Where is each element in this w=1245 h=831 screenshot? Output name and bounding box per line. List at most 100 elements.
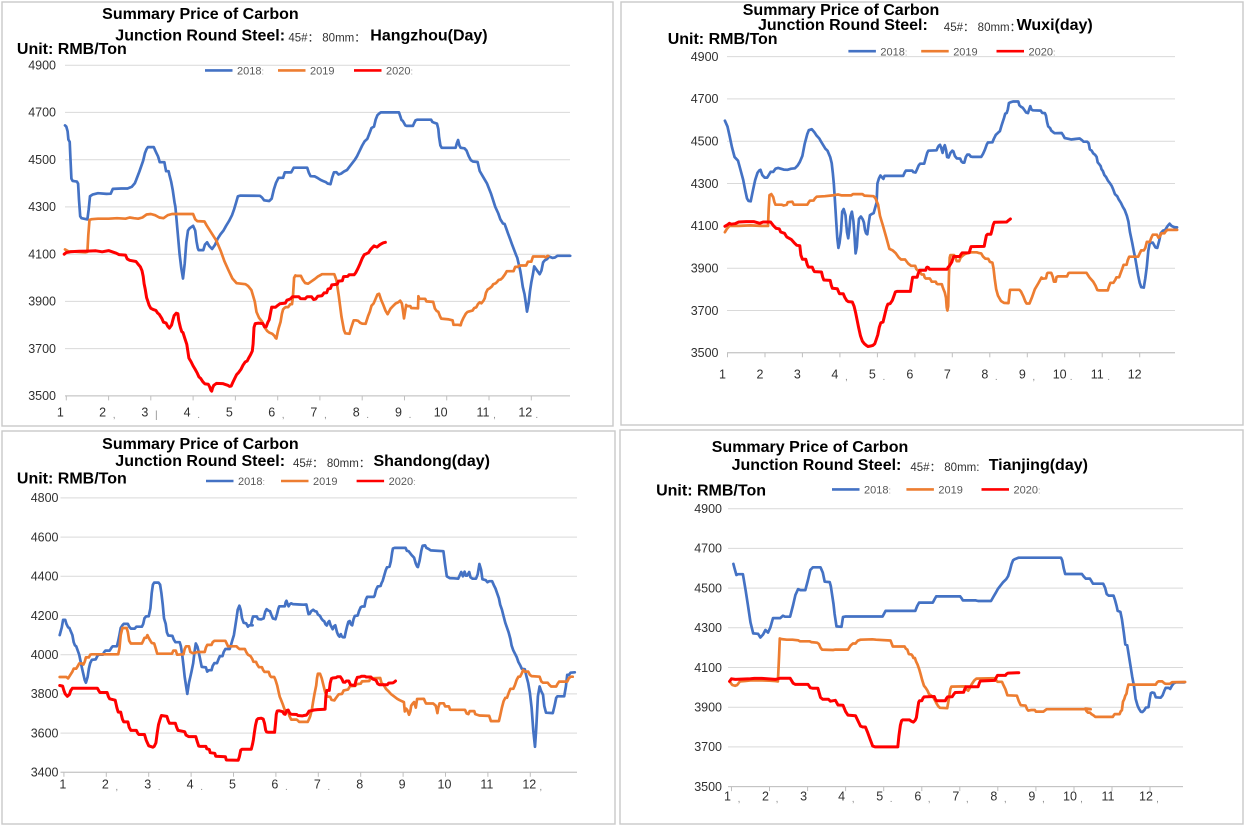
svg-text:3800: 3800 [31, 687, 59, 701]
svg-text:,: , [493, 410, 496, 421]
svg-text:,: , [845, 372, 848, 383]
svg-text:2: 2 [762, 790, 769, 804]
svg-text:Summary Price of Carbon: Summary Price of Carbon [712, 439, 909, 456]
svg-text:3: 3 [144, 778, 151, 792]
svg-text:9: 9 [395, 406, 402, 420]
svg-text:4500: 4500 [694, 581, 722, 595]
svg-text:,: , [1042, 794, 1045, 805]
svg-text:Summary Price of Carbon: Summary Price of Carbon [102, 436, 299, 453]
svg-text:4600: 4600 [31, 530, 59, 544]
svg-text:3: 3 [800, 790, 807, 804]
svg-text:.: . [327, 782, 330, 793]
svg-text:4200: 4200 [31, 609, 59, 623]
svg-text:.: . [197, 410, 200, 421]
svg-text:4100: 4100 [694, 661, 722, 675]
svg-text:2019: 2019 [310, 66, 334, 78]
svg-text:4: 4 [184, 406, 191, 420]
svg-text:.: . [890, 794, 893, 805]
svg-text:1: 1 [57, 406, 64, 420]
svg-text:7: 7 [310, 406, 317, 420]
svg-text:3700: 3700 [28, 342, 56, 356]
svg-text:,: , [966, 794, 969, 805]
svg-text:4: 4 [831, 368, 838, 382]
svg-text:8: 8 [356, 778, 363, 792]
svg-text:Unit: RMB/Ton: Unit: RMB/Ton [17, 470, 127, 487]
svg-text:5: 5 [226, 406, 233, 420]
svg-text:2019: 2019 [938, 485, 962, 497]
svg-text:10: 10 [438, 778, 452, 792]
svg-text:4100: 4100 [691, 219, 719, 233]
svg-text:,: , [115, 782, 118, 793]
svg-text:3500: 3500 [694, 780, 722, 794]
svg-text:2020:: 2020: [1014, 485, 1041, 497]
svg-text:.: . [1107, 372, 1110, 383]
svg-text:.: . [200, 782, 203, 793]
svg-text:Summary Price of Carbon: Summary Price of Carbon [743, 2, 940, 19]
svg-text:12: 12 [522, 778, 536, 792]
svg-text:Unit: RMB/Ton: Unit: RMB/Ton [668, 31, 778, 48]
svg-text:4: 4 [838, 790, 845, 804]
svg-text:.: . [158, 782, 161, 793]
svg-text:6: 6 [914, 790, 921, 804]
svg-text:,: , [282, 410, 285, 421]
svg-text:1: 1 [724, 790, 731, 804]
svg-text:2019: 2019 [313, 476, 337, 488]
svg-text:8: 8 [990, 790, 997, 804]
svg-text:,: , [1004, 794, 1007, 805]
svg-text:,: , [1080, 794, 1083, 805]
svg-text:Junction Round Steel:: Junction Round Steel: [115, 453, 285, 470]
svg-text:3900: 3900 [28, 295, 56, 309]
svg-text:2020:: 2020: [1029, 46, 1056, 58]
svg-text:5: 5 [229, 778, 236, 792]
svg-text:4000: 4000 [31, 648, 59, 662]
svg-text:2020:: 2020: [389, 476, 416, 488]
svg-text:Hangzhou(Day): Hangzhou(Day) [370, 27, 487, 44]
svg-text:.: . [535, 410, 538, 421]
svg-text:12: 12 [1128, 368, 1142, 382]
svg-text:.: . [995, 372, 998, 383]
svg-text:12: 12 [1139, 790, 1153, 804]
svg-text:3900: 3900 [691, 262, 719, 276]
svg-text:3700: 3700 [691, 304, 719, 318]
svg-text:3: 3 [141, 406, 148, 420]
svg-text:4100: 4100 [28, 247, 56, 261]
svg-text:,: , [324, 410, 327, 421]
svg-text:,: , [852, 794, 855, 805]
svg-text:4700: 4700 [691, 92, 719, 106]
svg-text:10: 10 [1053, 368, 1067, 382]
svg-text:.: . [366, 410, 369, 421]
svg-text:5: 5 [876, 790, 883, 804]
svg-text:Unit: RMB/Ton: Unit: RMB/Ton [656, 483, 766, 500]
svg-text:7: 7 [944, 368, 951, 382]
svg-text:,: , [776, 794, 779, 805]
svg-text:Tianjing(day): Tianjing(day) [989, 457, 1088, 474]
svg-text:45#： 80mm：: 45#： 80mm： [293, 458, 370, 470]
svg-text:9: 9 [1019, 368, 1026, 382]
svg-text:4900: 4900 [694, 502, 722, 516]
svg-text:3400: 3400 [31, 766, 59, 780]
svg-text:4300: 4300 [691, 177, 719, 191]
svg-text:4300: 4300 [694, 621, 722, 635]
svg-text:,: , [539, 782, 542, 793]
svg-text:1: 1 [719, 368, 726, 382]
svg-text:9: 9 [399, 778, 406, 792]
svg-text:4700: 4700 [28, 106, 56, 120]
svg-text:6: 6 [271, 778, 278, 792]
svg-text:11: 11 [1102, 790, 1115, 804]
svg-text:11: 11 [480, 778, 493, 792]
svg-text:7: 7 [952, 790, 959, 804]
svg-text:10: 10 [434, 406, 448, 420]
svg-text:3500: 3500 [28, 389, 56, 403]
svg-text:2018:: 2018: [880, 46, 907, 58]
svg-text:,: , [928, 794, 931, 805]
svg-text:2018:: 2018: [864, 485, 891, 497]
svg-text:8: 8 [981, 368, 988, 382]
svg-text:6: 6 [906, 368, 913, 382]
svg-text:Junction Round Steel:: Junction Round Steel: [732, 457, 902, 474]
svg-text:6: 6 [268, 406, 275, 420]
svg-text:2: 2 [102, 778, 109, 792]
svg-text:,: , [738, 794, 741, 805]
svg-text:,: , [1032, 372, 1035, 383]
svg-text:11: 11 [477, 406, 490, 420]
svg-text:4500: 4500 [28, 153, 56, 167]
